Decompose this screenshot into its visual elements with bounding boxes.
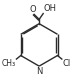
Text: OH: OH xyxy=(44,4,57,13)
Text: CH₃: CH₃ xyxy=(2,59,16,68)
Text: N: N xyxy=(36,67,42,76)
Text: O: O xyxy=(30,5,36,14)
Text: Cl: Cl xyxy=(62,59,70,68)
